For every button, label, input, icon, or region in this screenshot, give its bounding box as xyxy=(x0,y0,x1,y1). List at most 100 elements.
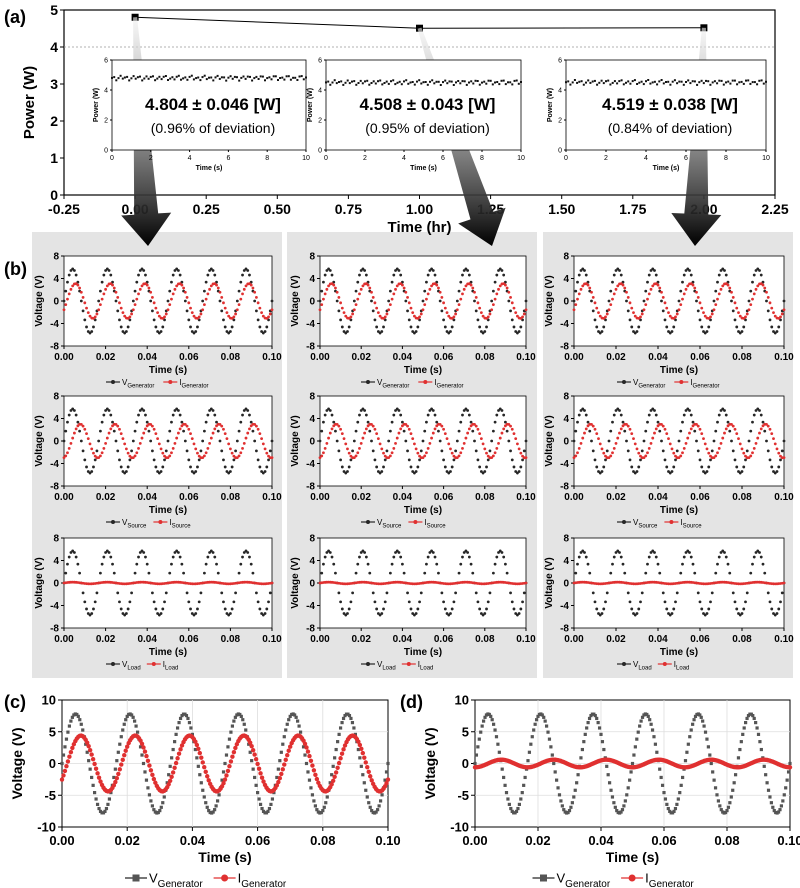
voltage-point xyxy=(777,465,781,469)
current-point xyxy=(307,753,312,759)
voltage-point xyxy=(493,728,497,732)
voltage-point xyxy=(382,607,385,611)
current-point xyxy=(354,454,358,458)
voltage-point xyxy=(576,420,579,424)
current-point xyxy=(646,451,649,455)
voltage-point xyxy=(370,299,373,303)
power-point xyxy=(700,24,708,32)
voltage-point xyxy=(309,786,313,790)
voltage-point xyxy=(229,470,232,473)
y-tick-label: -4 xyxy=(306,319,315,330)
voltage-point xyxy=(99,429,102,433)
voltage-point xyxy=(747,299,751,303)
voltage-point xyxy=(681,775,685,780)
voltage-point xyxy=(744,600,747,604)
panel-label-b: (b) xyxy=(4,259,27,279)
voltage-point xyxy=(693,571,697,575)
voltage-point xyxy=(689,728,693,732)
voltage-point xyxy=(586,721,590,725)
voltage-point xyxy=(256,458,260,462)
current-point xyxy=(140,284,144,288)
voltage-point xyxy=(735,607,739,611)
voltage-point xyxy=(658,767,662,771)
inset-point xyxy=(348,82,351,85)
current-point xyxy=(593,301,597,305)
voltage-point xyxy=(154,465,158,469)
voltage-point xyxy=(602,747,606,752)
voltage-point xyxy=(500,767,504,771)
voltage-point xyxy=(142,269,146,272)
current-point xyxy=(679,303,683,307)
voltage-point xyxy=(490,439,494,443)
current-point xyxy=(649,441,653,445)
voltage-point xyxy=(323,413,327,417)
voltage-point xyxy=(663,458,667,462)
inset-point xyxy=(589,81,592,84)
voltage-point xyxy=(121,728,125,732)
current-point xyxy=(677,308,681,312)
current-point xyxy=(258,306,262,310)
voltage-point xyxy=(489,714,493,718)
voltage-point xyxy=(730,439,733,443)
voltage-point xyxy=(741,732,745,736)
current-point xyxy=(450,451,454,455)
y-tick-label: 4 xyxy=(53,414,59,425)
voltage-point xyxy=(761,562,765,566)
current-point xyxy=(371,295,375,299)
current-point xyxy=(241,292,244,296)
current-point xyxy=(203,303,206,307)
voltage-point xyxy=(376,808,380,812)
voltage-point xyxy=(770,325,774,329)
legend-marker xyxy=(423,380,428,384)
legend-marker xyxy=(622,380,626,384)
voltage-point xyxy=(649,722,653,726)
voltage-point xyxy=(215,799,220,803)
voltage-point xyxy=(201,439,205,443)
current-point xyxy=(173,441,177,445)
voltage-point xyxy=(258,802,263,806)
current-point xyxy=(339,301,342,305)
voltage-point xyxy=(349,458,353,462)
voltage-point xyxy=(387,439,391,443)
current-point xyxy=(204,451,208,455)
legend-label-v: VLoad xyxy=(122,660,141,672)
current-point xyxy=(737,311,740,315)
current-point xyxy=(200,760,205,765)
x-tick-label: 0.08 xyxy=(221,634,241,645)
current-point xyxy=(151,295,154,299)
current-point xyxy=(338,756,343,761)
current-point xyxy=(695,290,698,294)
current-point xyxy=(100,297,104,301)
current-point xyxy=(663,301,667,305)
voltage-point xyxy=(74,413,78,417)
voltage-point xyxy=(478,325,482,329)
voltage-point xyxy=(754,721,758,725)
inset-point xyxy=(713,80,716,83)
voltage-point xyxy=(323,555,327,559)
x-tick-label: 2 xyxy=(363,155,367,162)
current-point xyxy=(609,303,613,307)
current-point xyxy=(142,431,146,435)
voltage-point xyxy=(116,750,120,754)
voltage-point xyxy=(119,735,123,739)
current-point xyxy=(591,295,595,299)
voltage-point xyxy=(162,795,166,799)
voltage-point xyxy=(583,269,586,272)
inset-point xyxy=(629,82,632,85)
current-point xyxy=(766,424,770,428)
voltage-point xyxy=(339,458,342,462)
voltage-point xyxy=(644,429,648,433)
voltage-point xyxy=(765,781,769,785)
x-tick-label: 0.08 xyxy=(732,352,752,363)
voltage-point xyxy=(494,735,499,739)
current-point xyxy=(397,431,401,435)
current-point xyxy=(395,284,399,288)
inset-point xyxy=(729,82,732,85)
current-point xyxy=(276,779,281,785)
current-point xyxy=(302,741,308,747)
voltage-point xyxy=(323,273,327,277)
voltage-point xyxy=(712,778,716,782)
voltage-point xyxy=(474,449,478,453)
current-point xyxy=(167,778,173,784)
inset-point xyxy=(192,78,195,81)
